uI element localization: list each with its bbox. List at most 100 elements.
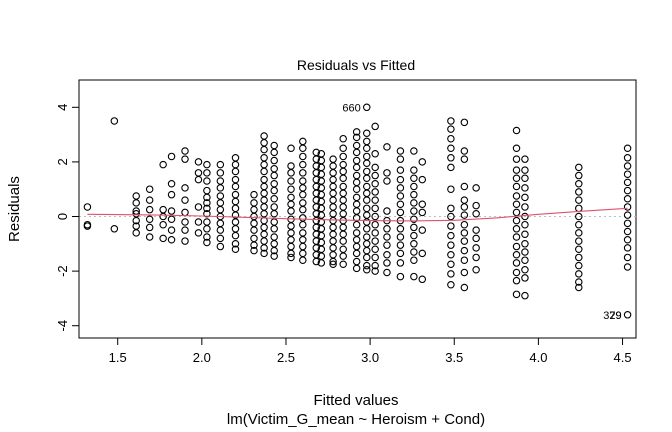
residual-point <box>260 167 268 176</box>
residual-point <box>260 237 268 245</box>
residual-point <box>460 256 469 264</box>
residual-point <box>521 155 529 163</box>
residual-point <box>194 158 203 166</box>
residual-point <box>512 208 521 217</box>
residual-point <box>181 147 189 155</box>
residual-point <box>512 155 521 163</box>
residual-point <box>287 253 295 262</box>
plot-box <box>78 79 637 339</box>
residual-point <box>447 270 455 278</box>
residual-point <box>472 253 480 262</box>
residual-point <box>363 246 371 255</box>
residual-point <box>250 219 258 228</box>
residual-point <box>460 237 469 245</box>
residual-point <box>352 257 361 266</box>
residual-point <box>363 240 371 248</box>
residual-point <box>250 226 258 234</box>
residual-point <box>352 185 361 193</box>
residual-point <box>231 204 240 213</box>
x-tick-label: 3.0 <box>361 350 379 365</box>
residual-point <box>410 231 418 240</box>
residual-point <box>194 175 203 184</box>
residual-point <box>363 211 371 219</box>
residual-point <box>512 259 521 267</box>
y-tick-label: 0 <box>55 213 70 220</box>
residual-point <box>363 225 371 233</box>
x-tick-label: 2.5 <box>277 350 295 365</box>
residual-point <box>181 208 189 217</box>
residual-point <box>447 222 455 230</box>
residual-point <box>329 223 337 232</box>
residual-point <box>250 190 258 199</box>
residual-point <box>396 259 405 267</box>
residual-point <box>352 171 361 180</box>
residual-point <box>250 241 258 249</box>
residual-point <box>512 174 521 183</box>
residual-point <box>512 290 521 299</box>
residual-point <box>521 166 529 174</box>
residual-point <box>623 311 632 319</box>
residual-point <box>383 233 391 241</box>
residual-point <box>216 234 225 243</box>
residual-point <box>339 260 347 269</box>
residual-point <box>260 160 268 169</box>
residual-point <box>270 171 278 180</box>
residual-point <box>329 169 337 177</box>
residual-point <box>460 229 469 237</box>
residual-point <box>329 162 337 170</box>
x-tick-label: 4.0 <box>529 350 547 365</box>
residual-point <box>145 215 154 223</box>
residual-point <box>512 250 521 259</box>
residual-point <box>363 196 371 204</box>
residual-point <box>512 268 521 277</box>
residual-point <box>270 141 278 150</box>
residual-point <box>329 257 337 266</box>
residual-point <box>352 242 361 251</box>
residual-point <box>575 220 583 229</box>
residual-point <box>396 184 405 192</box>
residual-point <box>287 144 295 153</box>
residual-point <box>623 170 632 178</box>
residual-point <box>231 240 240 248</box>
residual-point <box>231 182 240 191</box>
residual-point <box>396 272 405 281</box>
residual-point <box>396 175 405 184</box>
residual-point <box>352 207 361 215</box>
residual-point <box>270 218 278 226</box>
residual-point <box>339 196 347 204</box>
residual-point <box>329 203 337 211</box>
residual-point <box>329 182 337 191</box>
x-axis: 1.5 2.0 2.5 3.0 3.5 4.0 4.5 <box>109 337 632 365</box>
residual-point <box>231 231 240 240</box>
residual-point <box>363 261 371 270</box>
residual-point <box>521 240 529 248</box>
residual-point <box>159 160 167 169</box>
residual-point <box>410 256 418 264</box>
residual-point <box>299 190 307 199</box>
x-tick-label: 1.5 <box>109 350 127 365</box>
residual-point <box>371 179 379 188</box>
residual-point <box>512 242 521 251</box>
residual-point <box>396 147 405 155</box>
residual-point <box>521 220 529 229</box>
residual-point <box>287 200 295 208</box>
residual-point <box>363 129 371 137</box>
residual-point <box>339 237 347 245</box>
residual-point <box>512 225 521 233</box>
residual-point <box>132 207 140 215</box>
x-tick-label: 2.0 <box>193 350 211 365</box>
residual-point <box>447 125 455 133</box>
residual-point <box>231 197 240 206</box>
residual-point <box>512 144 521 153</box>
residual-point <box>352 249 361 258</box>
residual-point <box>371 212 379 221</box>
residual-point <box>460 268 469 277</box>
residual-point <box>110 225 119 233</box>
x-axis-label: Fitted values <box>313 392 398 409</box>
residual-point <box>339 174 347 183</box>
residual-point <box>575 229 583 237</box>
residual-point <box>299 249 307 258</box>
residual-point <box>194 203 203 211</box>
residual-point <box>83 222 92 230</box>
residual-point <box>623 178 632 187</box>
